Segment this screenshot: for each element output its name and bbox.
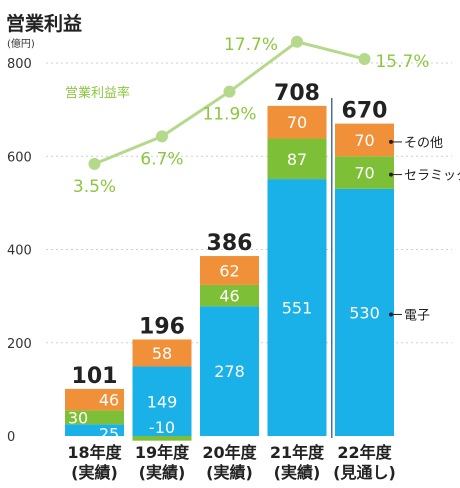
x-category-label: 19年度 (135, 443, 190, 462)
bar-segment-セラミック (200, 284, 259, 307)
rate-point (291, 35, 303, 48)
legend-label: その他 (404, 136, 443, 151)
rate-point (88, 157, 101, 170)
bar-segment-電子 (335, 188, 394, 436)
y-tick-label: 200 (7, 337, 32, 352)
chart-title: 営業利益 (6, 12, 82, 35)
bar-value-label: 530 (349, 303, 380, 322)
legend-label: 電子 (404, 308, 430, 323)
y-unit: (億円) (7, 37, 35, 50)
y-tick-label: 400 (7, 244, 32, 259)
x-category-sublabel: (実績) (274, 463, 321, 482)
bar-value-label: 87 (287, 150, 307, 169)
bar-segment-セラミック (132, 436, 192, 441)
bar-value-label: -10 (149, 418, 175, 437)
bar-segment-その他 (132, 339, 192, 367)
bar-segment-電子 (267, 179, 327, 436)
bar-total-label: 101 (72, 364, 118, 389)
bar-value-label: 551 (282, 299, 313, 318)
y-tick-label: 800 (7, 57, 32, 72)
bar-segment-電子 (65, 424, 124, 436)
x-category-label: 18年度 (67, 443, 122, 462)
rate-point (156, 130, 168, 143)
bar-segment-セラミック (65, 410, 124, 425)
bar-value-label: 70 (354, 131, 374, 150)
legend-dot (389, 312, 393, 317)
rate-value-label: 11.9% (202, 105, 256, 125)
bar-segment-電子 (132, 366, 192, 436)
bar-total-label: 386 (207, 231, 253, 256)
legend-dot (389, 172, 393, 177)
legend-dot (389, 139, 393, 144)
bar-value-label: 25 (99, 424, 119, 443)
y-tick-label: 600 (7, 150, 32, 165)
bar-value-label: 70 (354, 164, 374, 183)
bar-value-label: 46 (219, 287, 239, 306)
bar-segment-その他 (65, 388, 124, 411)
bar-value-label: 30 (68, 408, 88, 427)
bar-value-label: 46 (99, 391, 119, 410)
x-category-label: 22年度 (337, 443, 392, 462)
rate-value-label: 6.7% (140, 149, 183, 169)
bar-segment-その他 (335, 123, 394, 157)
x-category-sublabel: (実績) (139, 463, 186, 482)
x-category-sublabel: (見通し) (333, 463, 396, 482)
bar-value-label: 149 (147, 392, 178, 411)
rate-series-title: 営業利益率 (65, 85, 130, 101)
x-category-label: 20年度 (202, 443, 257, 462)
rate-value-label: 15.7% (375, 52, 429, 72)
bar-total-label: 670 (342, 99, 388, 124)
bar-value-label: 70 (287, 113, 307, 132)
bar-segment-セラミック (335, 156, 394, 189)
bar-value-label: 62 (219, 261, 239, 280)
bar-value-label: 58 (152, 344, 172, 363)
bar-segment-その他 (267, 105, 327, 139)
bar-total-label: 196 (139, 314, 185, 339)
x-category-sublabel: (実績) (71, 463, 118, 482)
bar-value-label: 278 (214, 362, 245, 381)
bar-segment-その他 (200, 256, 259, 285)
bar-segment-セラミック (267, 138, 327, 180)
rate-value-label: 17.7% (224, 35, 278, 55)
y-tick-label: 0 (7, 430, 15, 445)
x-category-label: 21年度 (270, 443, 325, 462)
rate-point (358, 52, 371, 65)
bar-total-label: 708 (274, 81, 320, 106)
rate-value-label: 3.5% (73, 177, 116, 197)
rate-point (223, 85, 236, 98)
bar-segment-電子 (200, 306, 259, 436)
legend-label: セラミック (404, 169, 460, 184)
x-category-sublabel: (実績) (206, 463, 253, 482)
